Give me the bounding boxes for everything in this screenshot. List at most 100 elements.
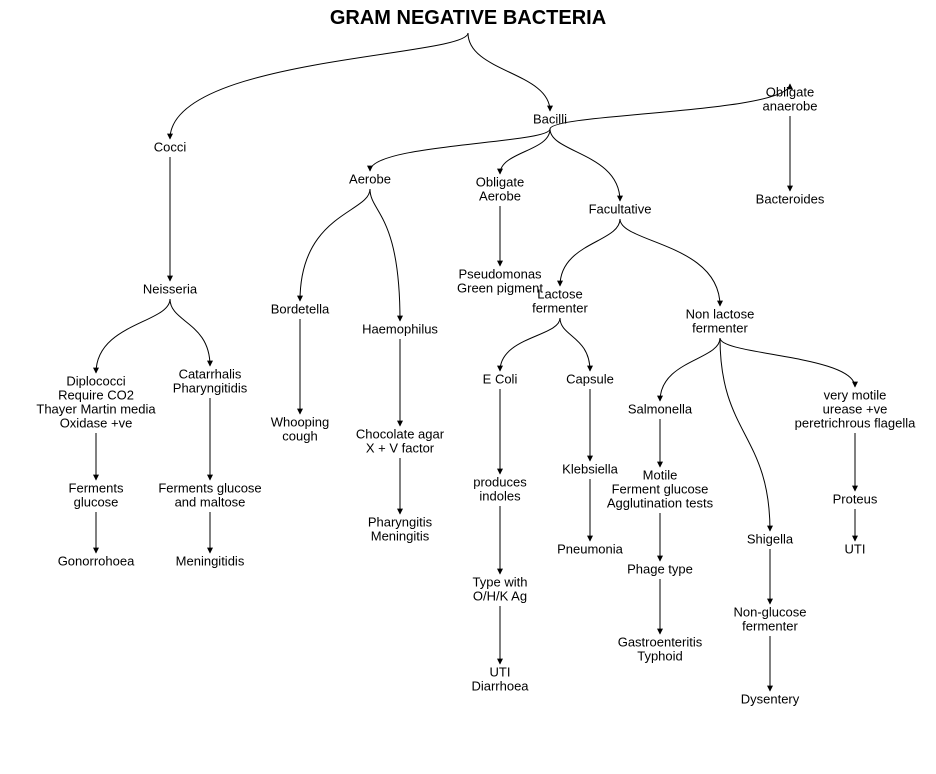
node-capsule-line-0: Capsule <box>566 371 614 386</box>
node-indoles-line-0: produces <box>473 474 527 489</box>
node-oblig_aerobe: ObligateAerobe <box>476 174 524 203</box>
node-oblig_anaerobe: Obligateanaerobe <box>763 84 818 113</box>
node-pneumonia-line-0: Pneumonia <box>557 541 624 556</box>
node-bacteroides-line-0: Bacteroides <box>756 191 825 206</box>
node-gastro-line-1: Typhoid <box>637 648 683 663</box>
node-diplo-line-0: Diplococci <box>66 373 125 388</box>
node-cocci-line-0: Cocci <box>154 139 187 154</box>
edge-aerobe-to-haemophilus <box>370 189 400 321</box>
edge-facultative-to-lactose <box>560 219 620 286</box>
node-catarr-line-0: Catarrhalis <box>179 366 242 381</box>
node-chocagar-line-0: Chocolate agar <box>356 426 445 441</box>
node-aerobe-line-0: Aerobe <box>349 171 391 186</box>
node-fermglu: Fermentsglucose <box>69 480 124 509</box>
node-pseudomonas-line-1: Green pigment <box>457 280 543 295</box>
node-motile_flag: very motileurease +veperetrichrous flage… <box>795 387 916 430</box>
edge-nonlactose-to-salmonella <box>660 338 720 401</box>
node-chocagar: Chocolate agarX + V factor <box>356 426 445 455</box>
node-typeag-line-0: Type with <box>473 574 528 589</box>
node-gastro: GastroenteritisTyphoid <box>618 634 703 663</box>
node-fermglumalt: Ferments glucoseand maltose <box>158 480 261 509</box>
node-uti_diar-line-1: Diarrhoea <box>471 678 529 693</box>
node-whooping: Whoopingcough <box>271 414 330 443</box>
node-pseudomonas: PseudomonasGreen pigment <box>457 266 543 295</box>
edge-neisseria-to-catarr <box>170 299 210 366</box>
node-motile_flag-line-0: very motile <box>824 387 887 402</box>
node-diplo-line-2: Thayer Martin media <box>36 401 156 416</box>
node-typeag-line-1: O/H/K Ag <box>473 588 527 603</box>
edge-title-to-cocci <box>170 33 468 139</box>
node-pharyn-line-1: Meningitis <box>371 528 430 543</box>
node-whooping-line-1: cough <box>282 428 317 443</box>
node-uti_prot-line-0: UTI <box>845 541 866 556</box>
node-indoles-line-1: indoles <box>479 488 521 503</box>
edge-lactose-to-capsule <box>560 318 590 371</box>
node-uti_diar-line-0: UTI <box>490 664 511 679</box>
node-motile_agg: MotileFerment glucoseAgglutination tests <box>607 467 714 510</box>
node-klebs-line-0: Klebsiella <box>562 461 618 476</box>
node-fermglumalt-line-0: Ferments glucose <box>158 480 261 495</box>
node-uti_diar: UTIDiarrhoea <box>471 664 529 693</box>
node-neisseria-line-0: Neisseria <box>143 281 198 296</box>
edge-lactose-to-ecoli <box>500 318 560 371</box>
node-gonorr: Gonorrohoea <box>58 553 135 568</box>
node-bordetella: Bordetella <box>271 301 330 316</box>
node-nonglu: Non-glucosefermenter <box>734 604 807 633</box>
node-lactose-line-1: fermenter <box>532 300 588 315</box>
node-bacteroides: Bacteroides <box>756 191 825 206</box>
node-haemophilus: Haemophilus <box>362 321 438 336</box>
edge-nonlactose-to-motile_flag <box>720 338 855 387</box>
node-facultative-line-0: Facultative <box>589 201 652 216</box>
node-ecoli-line-0: E Coli <box>483 371 518 386</box>
node-uti_prot: UTI <box>845 541 866 556</box>
node-whooping-line-0: Whooping <box>271 414 330 429</box>
node-proteus-line-0: Proteus <box>833 491 878 506</box>
node-salmonella: Salmonella <box>628 401 693 416</box>
node-salmonella-line-0: Salmonella <box>628 401 693 416</box>
node-pseudomonas-line-0: Pseudomonas <box>458 266 542 281</box>
node-title-line-0: GRAM NEGATIVE BACTERIA <box>330 7 606 29</box>
node-bacilli: Bacilli <box>533 111 567 126</box>
edge-title-to-bacilli <box>468 33 550 111</box>
edge-bacilli-to-oblig_anaerobe <box>550 84 790 129</box>
node-oblig_aerobe-line-1: Aerobe <box>479 188 521 203</box>
node-typeag: Type withO/H/K Ag <box>473 574 528 603</box>
node-ecoli: E Coli <box>483 371 518 386</box>
edge-neisseria-to-diplo <box>96 299 170 373</box>
node-catarr-line-1: Pharyngitidis <box>173 380 248 395</box>
node-pharyn: PharyngitisMeningitis <box>368 514 433 543</box>
node-proteus: Proteus <box>833 491 878 506</box>
node-mening_dis-line-0: Meningitidis <box>176 553 245 568</box>
node-nonlactose: Non lactosefermenter <box>686 306 755 335</box>
node-fermglu-line-1: glucose <box>74 494 119 509</box>
edge-nonlactose-to-shigella <box>720 338 770 531</box>
node-indoles: producesindoles <box>473 474 527 503</box>
tree-diagram: GRAM NEGATIVE BACTERIA Cocci Bacilli Obliga… <box>0 0 936 774</box>
node-nonglu-line-1: fermenter <box>742 618 798 633</box>
node-dysentery: Dysentery <box>741 691 800 706</box>
node-dysentery-line-0: Dysentery <box>741 691 800 706</box>
node-diplo: DiplococciRequire CO2Thayer Martin media… <box>36 373 156 430</box>
node-nonglu-line-0: Non-glucose <box>734 604 807 619</box>
node-fermglumalt-line-1: and maltose <box>175 494 246 509</box>
node-nonlactose-line-0: Non lactose <box>686 306 755 321</box>
node-motile_flag-line-1: urease +ve <box>823 401 888 416</box>
node-motile_agg-line-1: Ferment glucose <box>612 481 709 496</box>
node-oblig_aerobe-line-0: Obligate <box>476 174 524 189</box>
node-gastro-line-0: Gastroenteritis <box>618 634 703 649</box>
edge-aerobe-to-bordetella <box>300 189 370 301</box>
node-title: GRAM NEGATIVE BACTERIA <box>330 7 606 29</box>
node-gonorr-line-0: Gonorrohoea <box>58 553 135 568</box>
node-oblig_anaerobe-line-0: Obligate <box>766 84 814 99</box>
node-diplo-line-3: Oxidase +ve <box>60 415 133 430</box>
node-pneumonia: Pneumonia <box>557 541 624 556</box>
node-bordetella-line-0: Bordetella <box>271 301 330 316</box>
node-shigella: Shigella <box>747 531 794 546</box>
node-motile_agg-line-2: Agglutination tests <box>607 495 714 510</box>
node-bacilli-line-0: Bacilli <box>533 111 567 126</box>
node-motile_flag-line-2: peretrichrous flagella <box>795 415 916 430</box>
node-capsule: Capsule <box>566 371 614 386</box>
edge-bacilli-to-oblig_aerobe <box>500 129 550 174</box>
node-diplo-line-1: Require CO2 <box>58 387 134 402</box>
node-haemophilus-line-0: Haemophilus <box>362 321 438 336</box>
